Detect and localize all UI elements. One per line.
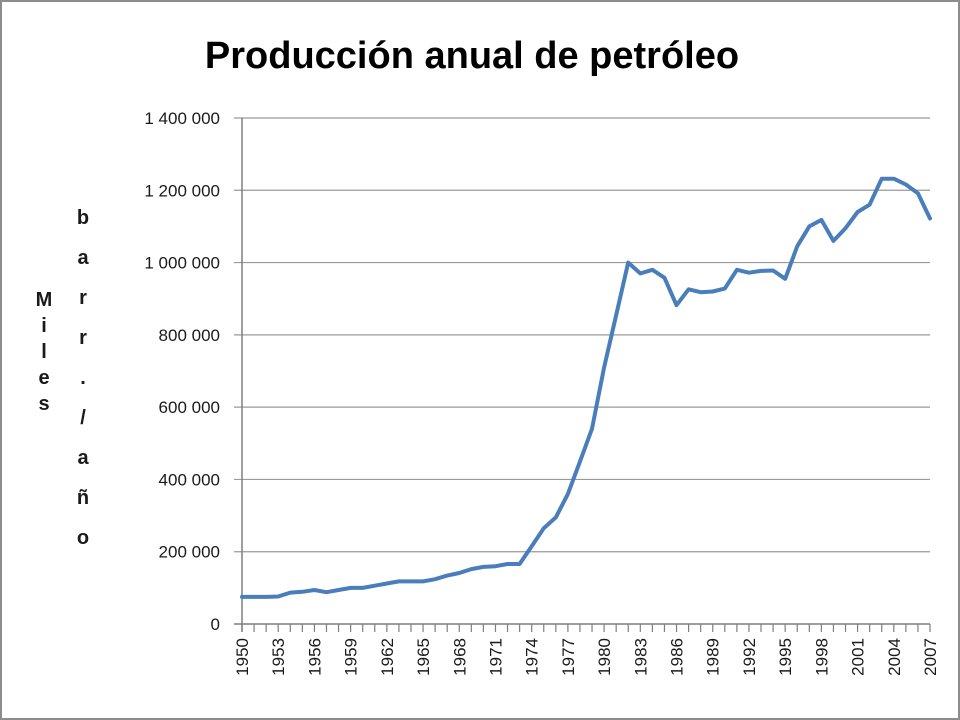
y-tick-label: 400 000 bbox=[159, 470, 220, 489]
x-tick-label: 1971 bbox=[486, 638, 505, 676]
x-tick-label: 1989 bbox=[704, 638, 723, 676]
y-label-char: b bbox=[77, 207, 89, 229]
y-label-char: ñ bbox=[77, 487, 89, 509]
x-tick-label: 2007 bbox=[921, 638, 940, 676]
x-tick-label: 1977 bbox=[559, 638, 578, 676]
y-tick-label: 1 200 000 bbox=[144, 181, 220, 200]
y-label-char: a bbox=[77, 247, 89, 269]
y-label-char: a bbox=[77, 447, 89, 469]
x-tick-label: 1986 bbox=[668, 638, 687, 676]
x-tick-label: 1956 bbox=[305, 638, 324, 676]
y-label-char: M bbox=[36, 289, 53, 311]
x-tick-label: 1995 bbox=[776, 638, 795, 676]
x-tick-label: 2004 bbox=[885, 638, 904, 676]
x-tick-label: 1974 bbox=[523, 638, 542, 676]
gridlines bbox=[234, 117, 930, 632]
y-tick-label: 1 400 000 bbox=[144, 109, 220, 128]
chart-title: Producción anual de petróleo bbox=[205, 35, 739, 77]
x-tick-label: 1980 bbox=[595, 638, 614, 676]
x-tick-label: 1992 bbox=[740, 638, 759, 676]
x-tick-label: 1962 bbox=[378, 638, 397, 676]
y-label-char: r bbox=[79, 327, 87, 349]
y-label-char: . bbox=[80, 367, 86, 389]
y-tick-label: 0 bbox=[211, 615, 220, 634]
y-axis-ticks: 0 200 000 400 000 600 000 800 000 1 000 000 1 … bbox=[144, 109, 220, 634]
y-label-char: e bbox=[38, 367, 49, 389]
y-label-char: l bbox=[41, 341, 47, 363]
y-tick-label: 600 000 bbox=[159, 398, 220, 417]
x-tick-label: 1965 bbox=[414, 638, 433, 676]
x-tick-label: 2001 bbox=[849, 638, 868, 676]
y-label-char: s bbox=[38, 393, 49, 415]
series-group bbox=[240, 176, 932, 599]
y-tick-label: 800 000 bbox=[159, 326, 220, 345]
y-label-char: r bbox=[79, 287, 87, 309]
x-axis-ticks: 1950 1953 1956 1959 1962 1965 1968 1971 1974 1977… bbox=[233, 624, 940, 676]
y-tick-label: 200 000 bbox=[159, 543, 220, 562]
x-tick-label: 1959 bbox=[342, 638, 361, 676]
x-tick-label: 1968 bbox=[450, 638, 469, 676]
series-line bbox=[240, 176, 932, 599]
x-tick-label: 1983 bbox=[631, 638, 650, 676]
x-tick-label: 1953 bbox=[269, 638, 288, 676]
x-tick-label: 1950 bbox=[233, 638, 252, 676]
y-tick-label: 1 000 000 bbox=[144, 254, 220, 273]
y-label-char: i bbox=[41, 315, 47, 337]
y-label-char: / bbox=[80, 407, 86, 429]
y-label-char: o bbox=[77, 527, 89, 549]
x-tick-label: 1998 bbox=[812, 638, 831, 676]
